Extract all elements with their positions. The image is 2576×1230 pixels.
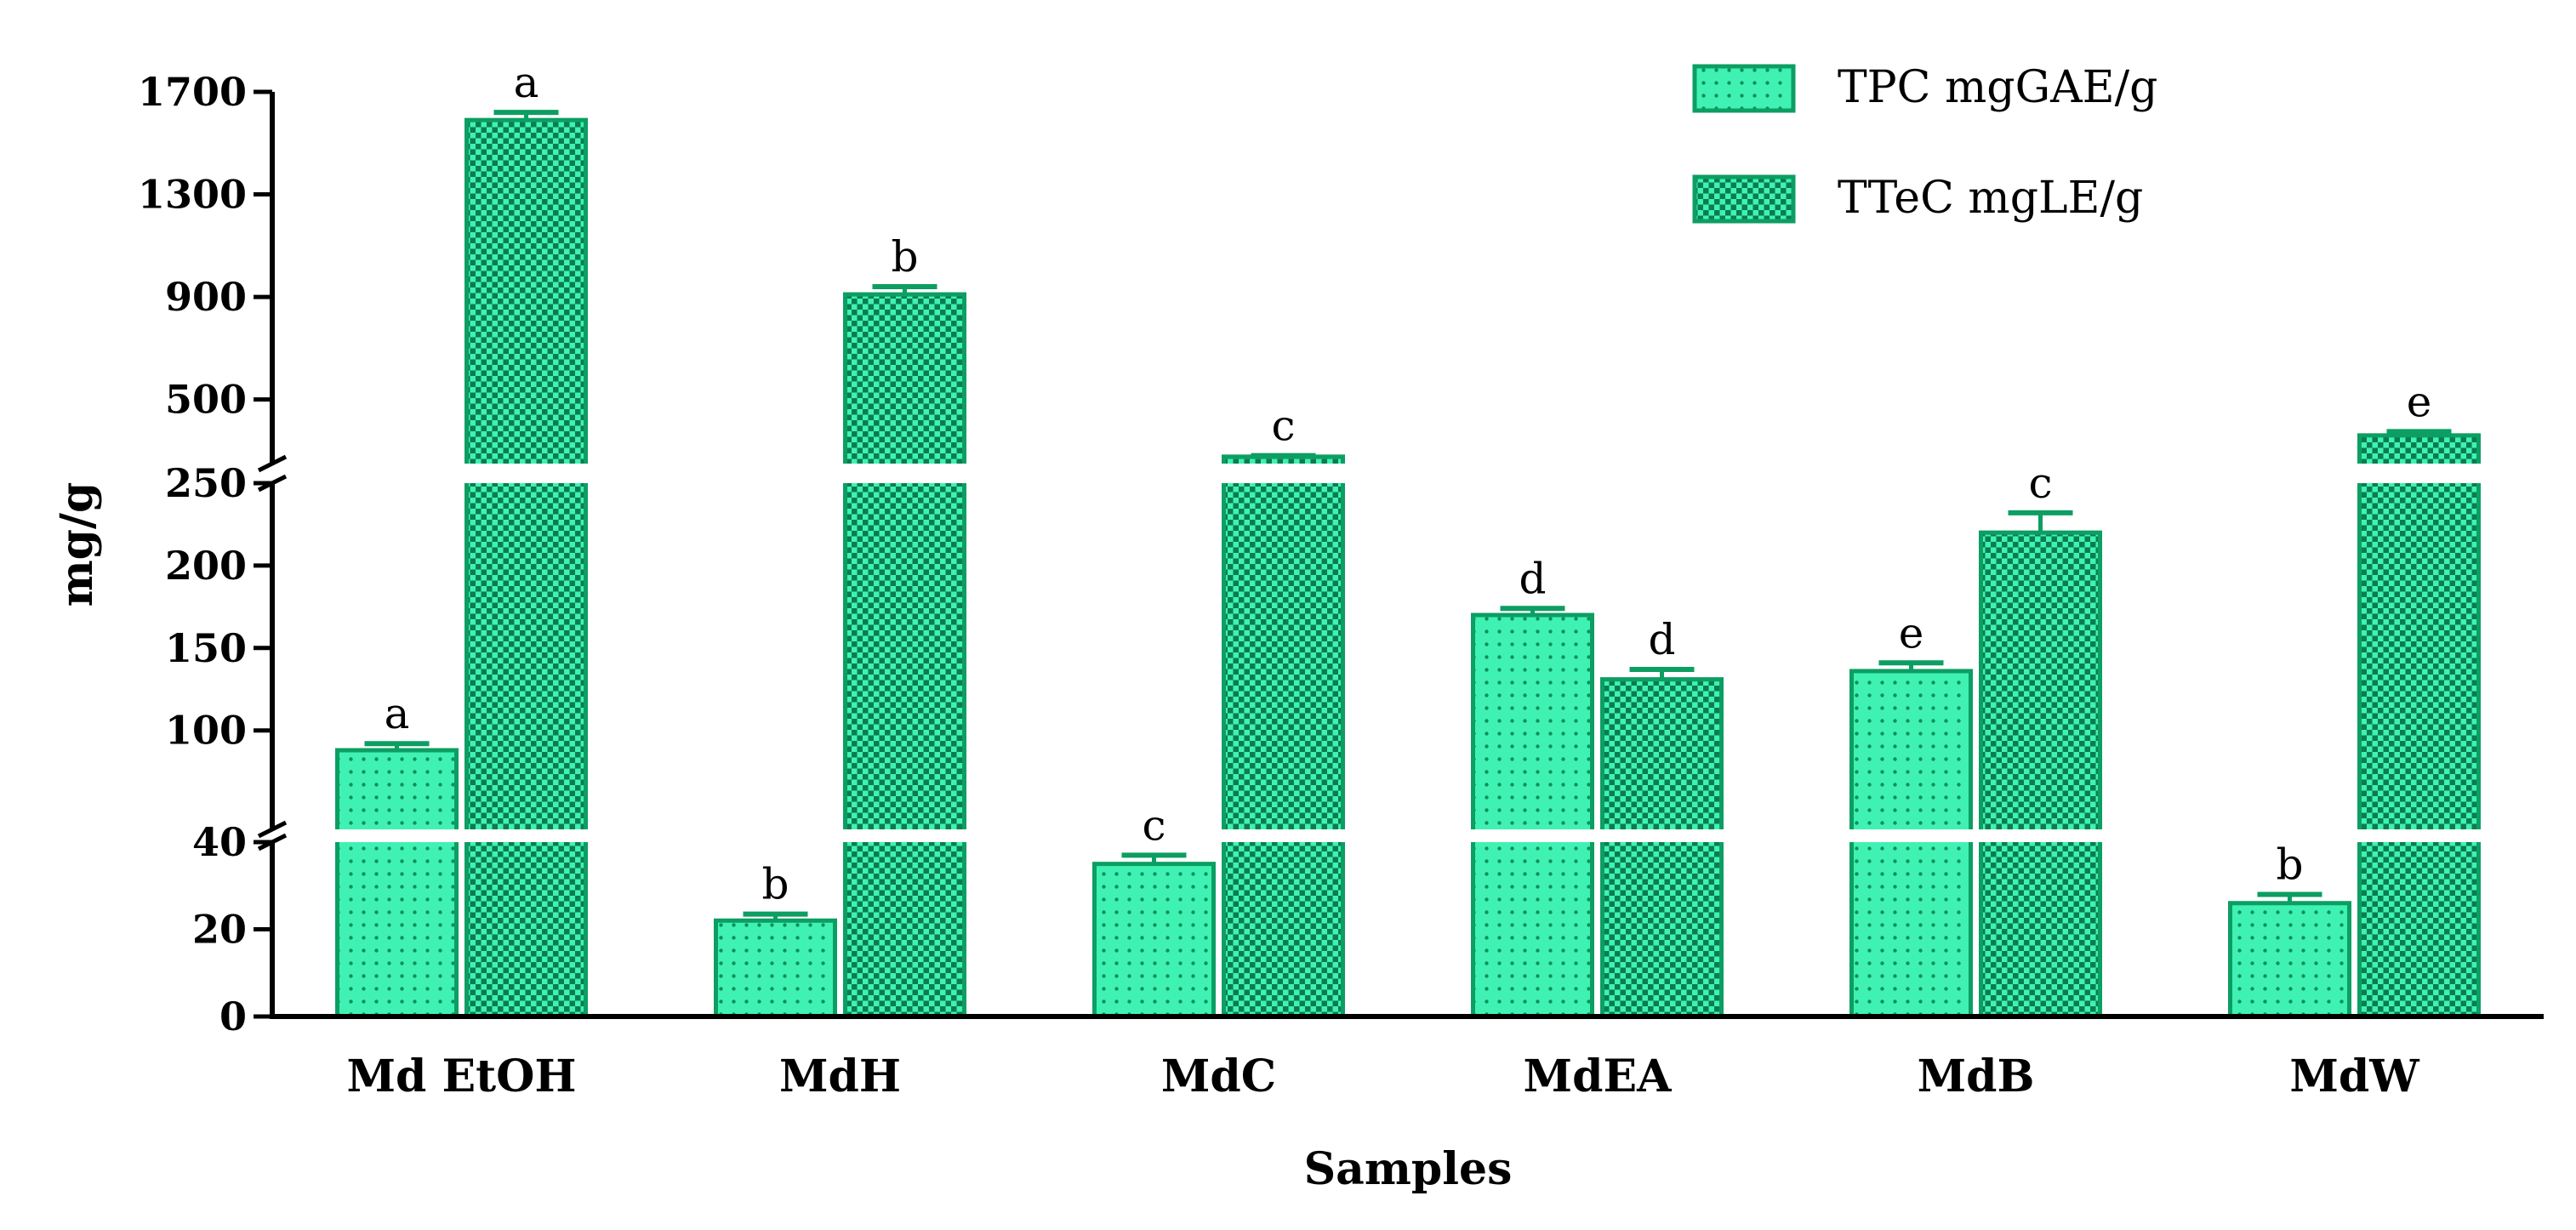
y-axis-title: mg/g xyxy=(51,482,103,607)
significance-letter-1-5: e xyxy=(2407,377,2432,426)
axis-break-gap-0 xyxy=(276,829,2547,842)
significance-letter-1-4: c xyxy=(2028,458,2052,508)
bar-ttec-4 xyxy=(1979,530,2102,1019)
significance-letter-0-4: e xyxy=(1899,608,1924,658)
axis-break-mark-1-1 xyxy=(257,454,288,473)
significance-letter-0-0: a xyxy=(385,689,410,738)
legend-swatch-0 xyxy=(1692,64,1796,113)
significance-letter-0-2: c xyxy=(1142,800,1165,850)
legend-swatch-1 xyxy=(1692,174,1796,224)
x-tick-label-4: MdB xyxy=(1918,1051,2035,1102)
significance-letter-1-3: d xyxy=(1648,615,1675,664)
significance-letter-0-1: b xyxy=(761,860,789,909)
x-axis-title: Samples xyxy=(1304,1143,1513,1195)
x-tick-label-5: MdW xyxy=(2289,1051,2420,1102)
bar-tpc-4 xyxy=(1849,669,1973,1019)
x-tick-label-2: MdC xyxy=(1161,1051,1276,1102)
y-tick-label-40: 40 xyxy=(192,819,247,865)
bar-ttec-5 xyxy=(2357,433,2481,1019)
y-tick-label-1300: 1300 xyxy=(138,172,247,218)
significance-letter-1-1: b xyxy=(891,232,918,282)
y-tick-label-20: 20 xyxy=(192,907,247,953)
y-tick-label-100: 100 xyxy=(165,708,247,754)
bar-tpc-5 xyxy=(2228,901,2351,1019)
y-tick-label-500: 500 xyxy=(165,377,247,423)
bar-tpc-1 xyxy=(714,918,837,1019)
legend-label-1: TTeC mgLE/g xyxy=(1838,173,2143,224)
axis-layer xyxy=(254,89,2547,1019)
y-tick-label-150: 150 xyxy=(165,625,247,671)
legend-label-0: TPC mgGAE/g xyxy=(1838,62,2157,113)
significance-letter-0-5: b xyxy=(2276,840,2303,890)
significance-letter-0-3: d xyxy=(1519,554,1546,603)
significance-letter-1-0: a xyxy=(514,58,539,107)
y-tick-label-200: 200 xyxy=(165,543,247,589)
axis-break-mark-0-1 xyxy=(257,820,288,839)
bar-ttec-0 xyxy=(464,117,588,1019)
bars-layer xyxy=(335,110,2481,1019)
bar-ttec-1 xyxy=(843,292,966,1019)
bar-ttec-2 xyxy=(1222,454,1345,1019)
x-tick-label-0: Md EtOH xyxy=(346,1051,576,1102)
x-tick-label-3: MdEA xyxy=(1524,1051,1673,1102)
axis-break-gap-1 xyxy=(276,464,2547,483)
y-tick-label-0: 0 xyxy=(219,994,247,1039)
y-tick-label-1700: 1700 xyxy=(138,69,247,115)
legend: TPC mgGAE/g TTeC mgLE/g xyxy=(1692,62,2157,224)
bar-tpc-3 xyxy=(1471,612,1594,1019)
axis-break-mark-1-0 xyxy=(257,474,288,493)
x-tick-label-1: MdH xyxy=(779,1051,901,1102)
labels-layer: a a Md EtOH b b MdH c c MdC d d MdEA e c MdB b e MdW 0 20 40… xyxy=(51,58,2431,1195)
bar-ttec-3 xyxy=(1600,677,1724,1019)
significance-letter-1-2: c xyxy=(1271,401,1295,451)
y-tick-label-250: 250 xyxy=(165,460,247,506)
y-tick-label-900: 900 xyxy=(165,274,247,320)
axis-break-mark-0-0 xyxy=(257,833,288,851)
bar-tpc-2 xyxy=(1092,862,1216,1019)
bar-tpc-0 xyxy=(335,748,459,1019)
